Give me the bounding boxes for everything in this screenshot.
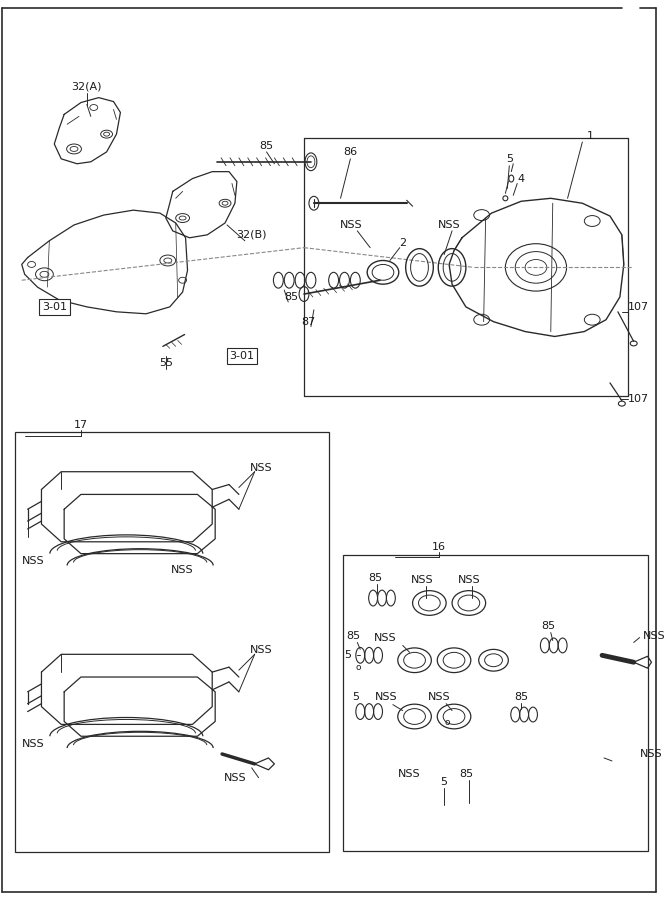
Text: 5: 5: [344, 651, 352, 661]
Text: NSS: NSS: [22, 739, 44, 749]
Text: NSS: NSS: [458, 575, 480, 585]
Bar: [15, 432, 329, 851]
Text: 1: 1: [587, 131, 594, 141]
Text: NSS: NSS: [428, 692, 450, 702]
Text: 86: 86: [344, 147, 358, 157]
Text: 4: 4: [518, 174, 525, 184]
Text: NSS: NSS: [640, 749, 662, 759]
Bar: [344, 554, 648, 850]
Text: NSS: NSS: [374, 633, 396, 643]
Text: 5: 5: [506, 154, 513, 164]
Text: NSS: NSS: [22, 555, 44, 565]
Text: 85: 85: [368, 573, 382, 583]
Text: NSS: NSS: [171, 565, 194, 575]
Text: 85: 85: [514, 692, 528, 702]
Text: 85: 85: [541, 621, 555, 631]
Text: NSS: NSS: [340, 220, 363, 230]
Text: o: o: [356, 662, 361, 671]
Text: NSS: NSS: [250, 645, 273, 655]
Text: 32(B): 32(B): [236, 230, 267, 239]
Text: 17: 17: [74, 420, 88, 430]
Text: 32(A): 32(A): [71, 82, 102, 92]
Text: NSS: NSS: [438, 220, 460, 230]
Text: 3-01: 3-01: [229, 351, 254, 361]
Text: 107: 107: [628, 302, 649, 312]
Text: NSS: NSS: [223, 773, 246, 783]
Text: NSS: NSS: [375, 692, 398, 702]
Text: NSS: NSS: [411, 575, 434, 585]
Text: 107: 107: [628, 393, 649, 404]
Text: 2: 2: [399, 238, 406, 248]
Text: 3-01: 3-01: [42, 302, 67, 312]
Text: 85: 85: [346, 631, 360, 641]
Text: NSS: NSS: [398, 769, 421, 778]
Text: 85: 85: [284, 292, 298, 302]
Text: 85: 85: [459, 769, 473, 778]
Text: o: o: [444, 718, 450, 727]
Text: 87: 87: [301, 317, 315, 327]
Text: 85: 85: [259, 141, 273, 151]
Text: 16: 16: [432, 542, 446, 552]
Text: 5: 5: [441, 777, 448, 787]
Text: NSS: NSS: [250, 463, 273, 473]
Text: 5: 5: [352, 692, 359, 702]
Text: 55: 55: [159, 358, 173, 368]
Text: NSS: NSS: [642, 631, 665, 641]
